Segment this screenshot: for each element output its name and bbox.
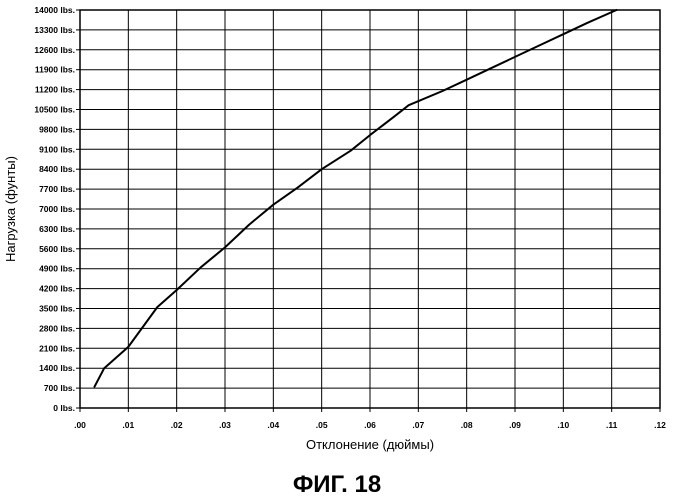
data-point: [157, 306, 159, 308]
data-point: [273, 204, 275, 206]
data-point: [393, 116, 395, 118]
x-tick-label: .06: [364, 420, 376, 430]
y-tick-label: 3500 lbs.: [39, 304, 75, 314]
x-tick-label: .04: [267, 420, 279, 430]
y-tick-label: 5600 lbs.: [39, 244, 75, 254]
data-point: [350, 150, 352, 152]
y-tick-label: 700 lbs.: [44, 383, 75, 393]
data-point: [200, 266, 202, 268]
data-point: [563, 33, 565, 35]
data-point: [103, 367, 105, 369]
x-axis-title: Отклонение (дюймы): [306, 437, 434, 452]
data-point: [587, 22, 589, 24]
y-tick-label: 11900 lbs.: [35, 65, 75, 75]
data-point: [176, 289, 178, 291]
data-point: [514, 56, 516, 58]
x-tick-label: .00: [74, 420, 86, 430]
y-tick-label: 7000 lbs.: [39, 204, 75, 214]
data-point: [297, 187, 299, 189]
y-axis-ticks: 0 lbs. 700 lbs. 1400 lbs. 2100 lbs. 2800 lbs…: [34, 5, 80, 413]
x-tick-label: .05: [316, 420, 328, 430]
data-point: [94, 386, 96, 388]
x-tick-label: .10: [557, 420, 569, 430]
y-tick-label: 14000 lbs.: [34, 5, 75, 15]
x-tick-label: .07: [412, 420, 424, 430]
data-point: [369, 134, 371, 136]
x-axis-ticks: .00 .01 .02 .03 .04 .05 .06 .07 .08 .09 .10 .11 .12: [74, 408, 666, 430]
data-point: [466, 79, 468, 81]
data-point: [224, 247, 226, 249]
data-point: [128, 346, 130, 348]
series-line: [95, 10, 617, 387]
y-tick-label: 9800 lbs.: [39, 124, 75, 134]
x-tick-label: .11: [606, 420, 618, 430]
y-tick-label: 13300 lbs.: [34, 25, 75, 35]
y-tick-label: 6300 lbs.: [39, 224, 75, 234]
data-point: [248, 224, 250, 226]
x-tick-label: .01: [122, 420, 134, 430]
data-point: [442, 90, 444, 92]
y-tick-label: 1400 lbs.: [39, 363, 75, 373]
y-tick-label: 9100 lbs.: [39, 144, 75, 154]
data-point: [490, 67, 492, 69]
data-point: [538, 45, 540, 47]
grid-lines: [80, 10, 660, 408]
y-tick-label: 8400 lbs.: [39, 164, 75, 174]
y-tick-label: 7700 lbs.: [39, 184, 75, 194]
y-tick-label: 4200 lbs.: [39, 284, 75, 294]
y-tick-label: 2800 lbs.: [39, 323, 75, 333]
y-tick-label: 11200 lbs.: [35, 85, 75, 95]
y-tick-label: 4900 lbs.: [39, 264, 75, 274]
y-tick-label: 0 lbs.: [53, 403, 75, 413]
data-point: [408, 104, 410, 106]
x-tick-label: .02: [171, 420, 183, 430]
data-point: [321, 168, 323, 170]
figure-caption: ФИГ. 18: [293, 471, 381, 498]
y-tick-label: 12600 lbs.: [34, 45, 75, 55]
x-tick-label: .03: [219, 420, 231, 430]
y-axis-title: Нагрузка (фунты): [3, 156, 18, 262]
x-tick-label: .09: [509, 420, 521, 430]
series-layer: [94, 9, 618, 387]
y-tick-label: 2100 lbs.: [39, 343, 75, 353]
x-tick-label: .12: [654, 420, 666, 430]
y-tick-label: 10500 lbs.: [34, 105, 75, 115]
x-tick-label: .08: [461, 420, 473, 430]
